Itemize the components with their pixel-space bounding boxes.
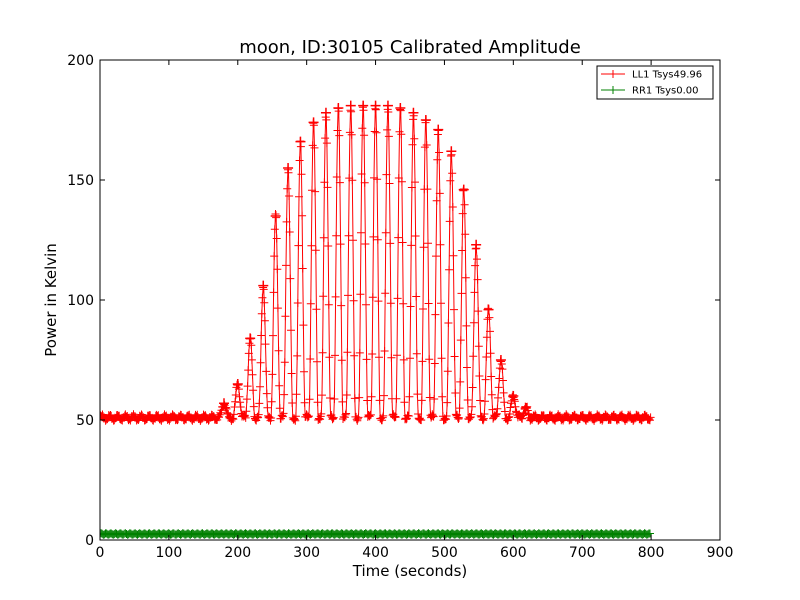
legend-label-rr1: RR1 Tsys0.00 [632, 86, 699, 97]
series-ll1 [100, 100, 655, 425]
x-tick-label: 200 [224, 545, 251, 561]
x-tick-label: 900 [707, 545, 734, 561]
legend-marker-ll1 [609, 70, 617, 78]
ll1-peak-point [433, 124, 444, 135]
ll1-peak-point [395, 103, 406, 113]
legend-box [596, 65, 714, 100]
y-tick-label: 200 [67, 53, 94, 69]
x-tick-label: 400 [362, 545, 389, 561]
x-tick-label: 100 [156, 545, 183, 561]
x-tick-label: 600 [500, 545, 527, 561]
ll1-peak-point [520, 403, 531, 413]
ll1-peak-point [320, 107, 331, 118]
ll1-peak-point [232, 379, 243, 389]
ll1-peak-point [446, 146, 457, 157]
ticks-layer: 0 100 200 300 400 500 600 700 800 900 0 50 100 150 200 [67, 53, 733, 561]
x-tick-label: 800 [638, 545, 665, 561]
series-layer [100, 100, 655, 539]
ll1-peak-point [370, 100, 381, 111]
ll1-peak-point [358, 100, 369, 111]
legend-label-ll1: LL1 Tsys49.96 [632, 70, 702, 81]
legend-marker-rr1 [609, 86, 617, 94]
ll1-peak-point [295, 136, 306, 147]
ll1-peak-point [382, 100, 393, 111]
plot-area [100, 60, 720, 540]
y-tick-label: 150 [67, 173, 94, 189]
ll1-peak-point [219, 398, 229, 409]
ll1-peak-point [308, 117, 319, 128]
ll1-peak-point [258, 280, 269, 291]
ll1-peak-point [471, 239, 482, 250]
x-tick-label: 300 [293, 545, 320, 561]
y-tick-label: 50 [76, 413, 94, 429]
y-tick-label: 100 [67, 293, 94, 309]
x-tick-label: 700 [569, 545, 596, 561]
x-tick-label: 0 [96, 545, 105, 561]
ll1-peak-point [245, 333, 256, 344]
ll1-peak-point [283, 163, 294, 173]
ll1-peak-point [495, 355, 506, 365]
ll1-peak-point [483, 304, 494, 315]
chart-title: moon, ID:30105 Calibrated Amplitude [239, 37, 581, 58]
ll1-peak-point [508, 391, 519, 401]
series-rr1 [100, 529, 654, 539]
y-axis-label: Power in Kelvin [42, 243, 60, 357]
series-rr1-markers [100, 529, 654, 539]
ll1-peak-point [420, 115, 431, 125]
x-axis-label: Time (seconds) [352, 562, 468, 580]
x-tick-label: 500 [431, 545, 458, 561]
legend: LL1 Tsys49.96 RR1 Tsys0.00 [596, 65, 714, 100]
ll1-peak-point [270, 211, 281, 221]
ll1-peak-point [458, 184, 469, 195]
y-tick-label: 0 [85, 533, 94, 549]
ll1-peak-point [345, 100, 356, 111]
ll1-peak-point [408, 107, 419, 118]
ll1-peak-point [333, 103, 344, 113]
